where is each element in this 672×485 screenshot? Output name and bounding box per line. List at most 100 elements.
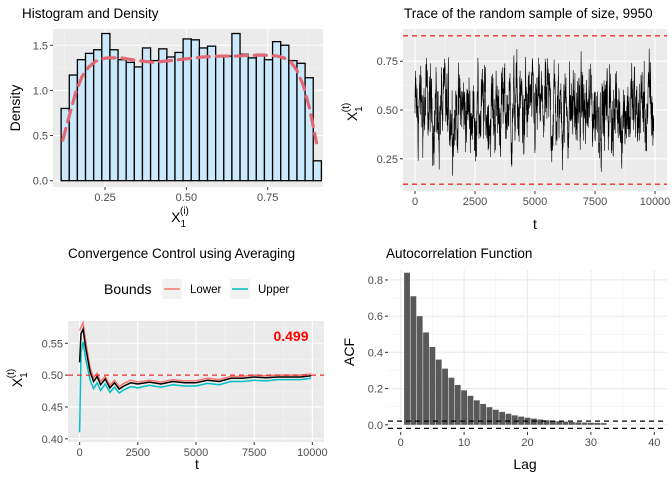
acf-x-axis-label: Lag [513, 456, 536, 472]
histogram-bar [133, 66, 144, 182]
histogram-x-axis-label-main: X [171, 209, 181, 225]
acf-bar [429, 346, 436, 425]
x-tick-label: 7500 [242, 447, 266, 459]
histogram-bars [60, 32, 323, 182]
convergence-title: Convergence Control using Averaging [68, 246, 295, 261]
histogram-bar [198, 47, 209, 182]
histogram-bar [166, 56, 176, 182]
y-tick-label: 0.55 [42, 338, 63, 350]
acf-bar [537, 419, 544, 425]
legend-entries: Lower Upper [162, 279, 289, 299]
acf-bar [543, 420, 550, 425]
histogram-bar [149, 59, 160, 182]
acf-bar [473, 400, 480, 425]
acf-bar [587, 422, 594, 425]
y-tick-label: 0.45 [42, 402, 63, 414]
histogram-bar [263, 59, 274, 182]
y-tick-label: 0.6 [368, 311, 383, 323]
histogram-y-ticks: 0.0 0.5 1.0 1.5 [33, 40, 53, 188]
acf-bar [461, 390, 468, 425]
convergence-panel: Convergence Control using Averaging Boun… [6, 246, 328, 472]
histogram-bar [271, 40, 282, 182]
convergence-series-lower [78, 320, 312, 388]
histogram-bar [206, 45, 217, 182]
acf-bar [404, 272, 410, 425]
x-tick-label: 10 [458, 437, 470, 449]
convergence-series [78, 320, 312, 433]
x-tick-label: 10000 [297, 447, 328, 459]
y-tick-label: 0.50 [377, 105, 398, 117]
y-tick-label: 1.0 [33, 85, 48, 97]
trace-bound-lines [403, 35, 667, 185]
convergence-mean-line [78, 326, 312, 391]
convergence-series-upper [78, 341, 312, 433]
histogram-panel: Histogram and Density 0.25 0.50 0.75 0.00.… [7, 6, 323, 230]
y-tick-label: 0.0 [33, 176, 48, 188]
convergence-estimate-annotation: 0.499 [273, 328, 308, 344]
acf-x-ticks: 0 10 20 30 40 [398, 432, 660, 449]
histogram-bar [288, 59, 298, 182]
histogram-y-axis-label: Density [7, 85, 23, 132]
histogram-bar [239, 53, 249, 182]
y-tick-label: 1.5 [33, 40, 48, 52]
y-tick-label: 0.25 [377, 154, 398, 166]
histogram-density-curve [61, 53, 319, 145]
trace-y-ticks: 0.25 0.50 0.75 [377, 56, 403, 166]
acf-significance-lines [388, 420, 667, 429]
convergence-y-ticks: 0.40 0.45 0.50 0.55 [42, 338, 68, 446]
acf-bar [423, 332, 429, 425]
histogram-bar [174, 51, 184, 182]
x-tick-label: 5000 [523, 196, 547, 208]
acf-panel: Autocorrelation Function 0 10 20 30 40 0.00.… [341, 246, 667, 472]
histogram-bar [117, 59, 127, 182]
y-tick-label: 0.5 [33, 131, 48, 143]
trace-x-ticks: 0 2500 5000 7500 10000 [412, 191, 670, 208]
acf-bar [492, 409, 499, 425]
x-tick-label: 0 [412, 196, 418, 208]
histogram-bar [109, 49, 119, 182]
acf-bar [448, 377, 455, 425]
x-tick-label: 0.50 [176, 192, 197, 204]
acf-bar [416, 316, 423, 425]
legend-label-lower: Lower [190, 284, 221, 296]
x-tick-label: 20 [521, 437, 533, 449]
acf-bar [442, 368, 448, 425]
acf-y-axis-label: ACF [341, 338, 357, 366]
acf-bar [600, 423, 607, 425]
convergence-y-axis-label: X1(t) [6, 369, 30, 387]
acf-bar [562, 421, 569, 425]
histogram-bar [247, 57, 257, 182]
convergence-y-axis-label-sup: (t) [6, 369, 17, 378]
histogram-x-axis-label-sup: (i) [180, 206, 189, 217]
histogram-x-axis-label-sub: 1 [180, 219, 186, 230]
acf-bar [435, 359, 442, 425]
histogram-bar [158, 48, 168, 182]
convergence-y-axis-label-sub: 1 [19, 372, 30, 378]
histogram-title: Histogram and Density [22, 6, 159, 21]
acf-bar [518, 416, 525, 425]
x-tick-label: 0 [77, 447, 83, 459]
histogram-bar [280, 44, 290, 182]
y-tick-label: 0.8 [368, 275, 383, 287]
y-tick-label: 0.50 [42, 370, 63, 382]
convergence-legend: Bounds Lower Upper [104, 279, 289, 299]
x-tick-label: 2500 [463, 196, 487, 208]
trace-y-axis-label-sub: 1 [354, 106, 365, 112]
x-tick-label: 40 [648, 437, 660, 449]
histogram-bar [190, 39, 201, 182]
acf-bar [486, 407, 493, 425]
histogram-bar [255, 53, 266, 182]
x-tick-label: 0 [398, 437, 404, 449]
histogram-bar [215, 55, 225, 182]
trace-y-axis-label: X1(t) [341, 103, 365, 121]
y-tick-label: 0.2 [368, 384, 383, 396]
acf-bar [505, 413, 512, 425]
x-tick-label: 30 [585, 437, 597, 449]
histogram-bar [84, 52, 95, 182]
histogram-x-axis-label: X1 (i) [171, 206, 189, 230]
acf-bar [556, 421, 563, 425]
x-tick-label: 10000 [640, 196, 671, 208]
x-tick-label: 2500 [126, 447, 150, 459]
